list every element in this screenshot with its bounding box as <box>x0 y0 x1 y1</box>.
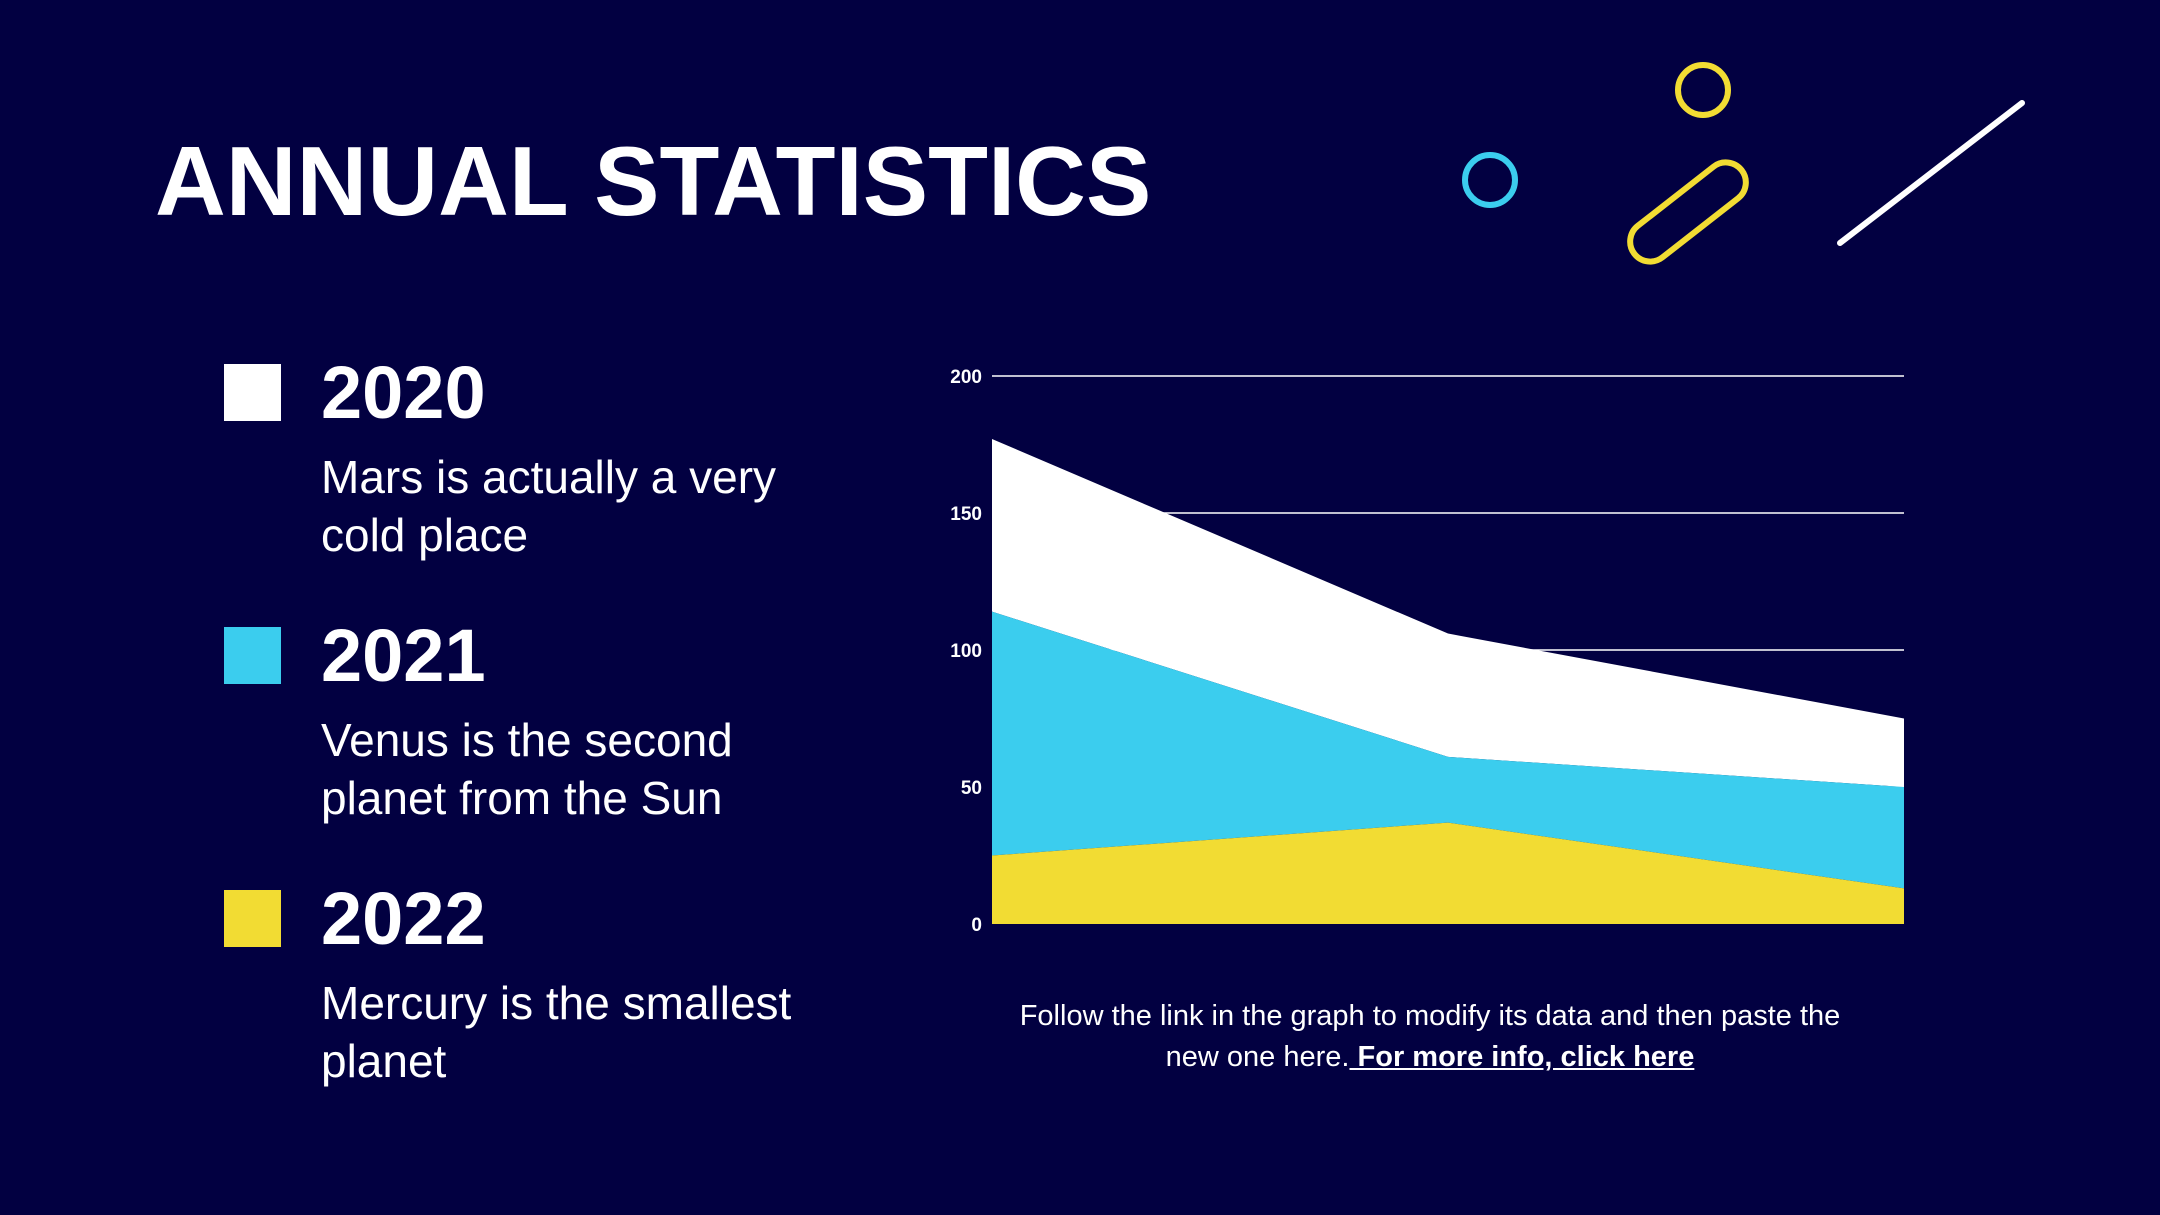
legend-description: Mercury is the smallest planet <box>321 977 792 1087</box>
legend-swatch-2020 <box>224 364 281 421</box>
legend-swatch-2021 <box>224 627 281 684</box>
y-tick-label-100: 100 <box>950 641 982 662</box>
white-line-icon <box>1837 100 2025 246</box>
y-tick-label-150: 150 <box>950 504 982 525</box>
y-tick-label-50: 50 <box>961 778 982 799</box>
more-info-link[interactable]: For more info, click here <box>1349 1041 1695 1073</box>
yellow-pill-icon <box>1627 159 1749 265</box>
legend-year: 2020 <box>321 351 486 434</box>
area-series-2021 <box>992 611 1904 889</box>
page-title: ANNUAL STATISTICS <box>155 126 1152 236</box>
y-axis-tick-labels: 0 50 100 150 200 <box>950 367 982 936</box>
area-series-2020 <box>992 439 1904 787</box>
caption-text: Follow the link in the graph to modify i… <box>1019 1000 1841 1073</box>
cyan-ring-icon <box>1462 152 1518 208</box>
area-series-2022 <box>992 822 1904 924</box>
y-tick-label-0: 0 <box>971 915 982 936</box>
legend-swatch-2022 <box>224 890 281 947</box>
legend-year: 2021 <box>321 614 486 697</box>
legend-description: Mars is actually a very cold place <box>321 451 777 561</box>
chart-caption: Follow the link in the graph to modify i… <box>990 996 1870 1078</box>
legend-year: 2022 <box>321 877 486 960</box>
chart-series <box>992 439 1904 924</box>
y-tick-label-200: 200 <box>950 367 982 388</box>
legend-description: Venus is the second planet from the Sun <box>321 714 733 824</box>
yellow-ring-icon <box>1675 62 1731 118</box>
